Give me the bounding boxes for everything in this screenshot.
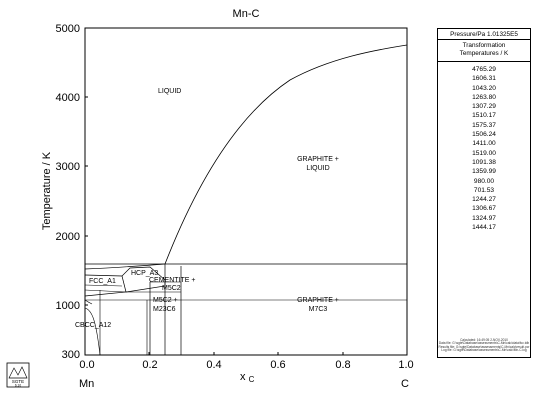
x-tick-label: 0.4 xyxy=(206,359,221,371)
x-tick-label: 0.2 xyxy=(142,359,157,371)
y-tick-label: 2000 xyxy=(56,231,80,243)
footer-line: Log file: G:\sgte\Database\assessments\C… xyxy=(441,348,527,353)
label-liquid: LIQUID xyxy=(158,88,181,95)
footer-line: Results file: G:\sgte\Database\assessmen… xyxy=(438,344,530,349)
y-tick-labels: 5000 4000 3000 2000 1000 300 xyxy=(56,23,80,361)
temperature-item: 1359.99 xyxy=(472,168,496,176)
x-tick-label: 0.0 xyxy=(79,359,94,371)
plot-frame xyxy=(84,27,408,356)
temperature-item: 1510.17 xyxy=(472,112,496,120)
temperature-item: 1244.27 xyxy=(472,196,496,204)
phase-labels: LIQUID GRAPHITE + LIQUID GRAPHITE + M7C3… xyxy=(75,88,339,329)
y-ticks xyxy=(85,96,88,306)
sgte-logo: SGTE 6.10 xyxy=(6,362,30,388)
label-fcc: FCC_A1 xyxy=(89,278,116,285)
label-cementite: M5C2 xyxy=(162,285,181,292)
logo-name: SGTE xyxy=(12,379,24,384)
label-m5c2-m23c6: M23C6 xyxy=(153,306,176,313)
transformation-panel: Pressure/Pa 1.01325E5 Transformation Tem… xyxy=(437,28,531,358)
y-tick-label: 4000 xyxy=(56,92,80,104)
x-axis-label: x C xyxy=(240,371,255,384)
temperature-item: 1506.24 xyxy=(472,131,496,139)
temperature-item: 1091.38 xyxy=(472,158,496,166)
label-graphite-m7c3: M7C3 xyxy=(309,306,328,313)
label-m5c2-m23c6: M5C2 + xyxy=(153,297,178,304)
label-cbcc: CBCC_A12 xyxy=(75,322,111,329)
label-graphite-liquid: LIQUID xyxy=(306,165,329,172)
hcp-boundary xyxy=(121,266,166,293)
x-ticks xyxy=(148,352,344,355)
cbcc-boundary xyxy=(84,299,93,305)
temperature-item: 1307.29 xyxy=(472,103,496,111)
phase-line xyxy=(84,284,123,287)
x-tick-label: 0.6 xyxy=(270,359,285,371)
phase-line xyxy=(84,289,127,293)
x-axis-label-sub: C xyxy=(249,375,255,384)
y-tick-label: 1000 xyxy=(56,300,80,312)
label-graphite-liquid: GRAPHITE + xyxy=(297,156,339,163)
temperatures-header-line: Temperatures / K xyxy=(459,50,509,57)
solidus-curve xyxy=(84,263,166,270)
calculation-footer: Calculated: 16:49:05 2-NOV-2010 Data fil… xyxy=(438,337,530,353)
logo-version: 6.10 xyxy=(15,384,21,388)
y-tick-label: 3000 xyxy=(56,161,80,173)
temperature-item: 1411.00 xyxy=(472,140,496,148)
temperatures-header-line: Transformation xyxy=(462,42,506,49)
y-axis-label: Temperature / K xyxy=(41,151,53,230)
temperature-item: 1043.20 xyxy=(472,84,496,92)
footer-line: Calculated: 16:49:05 2-NOV-2010 xyxy=(460,337,508,342)
label-cementite: CEMENTITE + xyxy=(149,277,195,284)
fcc-boundary xyxy=(84,274,127,297)
pressure-header: Pressure/Pa 1.01325E5 xyxy=(438,29,530,40)
x-left-element: Mn xyxy=(79,378,94,390)
temperature-list: 4765.29 1606.31 1043.20 1263.80 1307.29 … xyxy=(438,62,530,232)
x-tick-label: 0.8 xyxy=(335,359,350,371)
x-right-element: C xyxy=(401,378,409,390)
temperature-item: 4765.29 xyxy=(472,66,496,73)
temperature-item: 1519.00 xyxy=(472,149,496,157)
temperature-item: 1444.17 xyxy=(472,224,496,232)
temperature-item: 1575.37 xyxy=(472,121,496,129)
x-axis-label-main: x xyxy=(240,371,246,383)
diagram-title: Mn-C xyxy=(233,8,260,20)
liquidus-curve xyxy=(164,44,408,265)
temperature-item: 980.00 xyxy=(473,177,495,185)
footer-line: Data file: G:\sgte\Database\assessments\… xyxy=(438,341,530,346)
temperature-item: 1606.31 xyxy=(472,75,496,83)
temperatures-header: Transformation Temperatures / K xyxy=(438,40,530,62)
y-tick-label: 300 xyxy=(62,349,80,361)
temperature-item: 1263.80 xyxy=(472,93,496,101)
temperature-item: 701.53 xyxy=(473,186,495,194)
cbcc-boundary xyxy=(84,307,101,356)
temperature-item: 1306.67 xyxy=(472,205,496,213)
temperature-item: 1324.97 xyxy=(472,214,496,222)
label-graphite-m7c3: GRAPHITE + xyxy=(297,297,339,304)
x-tick-labels: 0.0 0.2 0.4 0.6 0.8 1.0 xyxy=(79,359,413,371)
x-tick-label: 1.0 xyxy=(398,359,413,371)
y-tick-label: 5000 xyxy=(56,23,80,35)
label-hcp: HCP_A3 xyxy=(131,270,158,277)
